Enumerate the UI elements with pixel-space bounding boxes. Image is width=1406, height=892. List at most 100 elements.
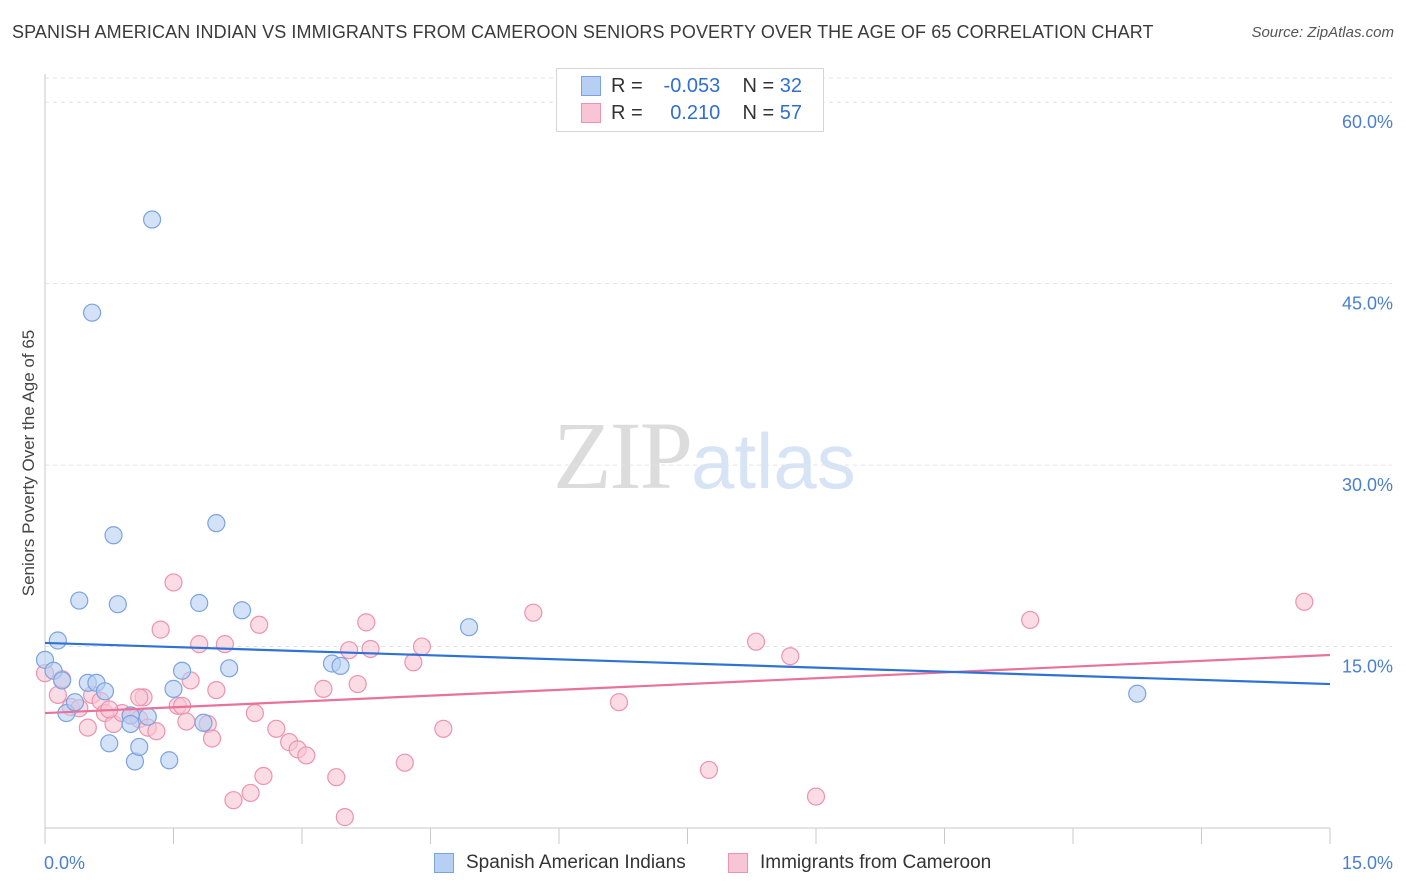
point-immigrants-from-cameroon [524, 603, 543, 622]
point-spanish-american-indians [108, 595, 127, 614]
x-tick-label: 15.0% [1342, 853, 1393, 873]
x-tick-label: 0.0% [44, 853, 85, 873]
point-spanish-american-indians [130, 737, 149, 757]
point-spanish-american-indians [194, 713, 213, 732]
point-immigrants-from-cameroon [202, 729, 222, 748]
point-immigrants-from-cameroon [404, 653, 423, 672]
chart-title: SPANISH AMERICAN INDIAN VS IMMIGRANTS FR… [12, 22, 1154, 42]
legend-n-label: N = [742, 101, 775, 124]
point-immigrants-from-cameroon [806, 787, 826, 806]
point-spanish-american-indians [190, 593, 209, 613]
series-swatch-pink [728, 853, 748, 873]
axes [44, 74, 1331, 844]
point-immigrants-from-cameroon [245, 703, 264, 723]
legend-r-value: -0.053 [663, 74, 721, 97]
legend-n-label: N = [742, 74, 775, 97]
point-immigrants-from-cameroon [267, 719, 286, 738]
legend-n-value: 57 [779, 101, 802, 124]
point-spanish-american-indians [459, 618, 479, 637]
point-spanish-american-indians [100, 734, 119, 753]
point-immigrants-from-cameroon [241, 783, 260, 803]
point-immigrants-from-cameroon [297, 746, 316, 765]
point-immigrants-from-cameroon [207, 680, 226, 700]
trend-line-immigrants-from-cameroon [44, 653, 1331, 715]
point-spanish-american-indians [142, 210, 162, 229]
point-spanish-american-indians [104, 526, 123, 545]
point-spanish-american-indians [164, 679, 183, 698]
point-spanish-american-indians [207, 514, 226, 533]
point-immigrants-from-cameroon [746, 632, 766, 651]
point-spanish-american-indians [160, 751, 179, 770]
watermark: ZIPatlas [553, 400, 856, 511]
correlation-legend: R = -0.053 N = 32 R = 0.210 N = 57 [556, 68, 824, 132]
source-label: Source: ZipAtlas.com [1251, 24, 1394, 41]
point-spanish-american-indians [138, 707, 157, 726]
point-spanish-american-indians [1128, 684, 1147, 703]
legend-swatch-blue [581, 76, 601, 96]
point-spanish-american-indians [95, 682, 115, 701]
point-immigrants-from-cameroon [609, 693, 629, 712]
point-immigrants-from-cameroon [250, 615, 269, 634]
tick-labels: 15.0% 30.0% 45.0% 60.0% 0.0% 15.0% [44, 112, 1393, 873]
point-immigrants-from-cameroon [361, 639, 380, 659]
series-immigrants-from-cameroon [35, 573, 1314, 827]
watermark-zip: ZIP [553, 402, 693, 509]
y-tick-label: 60.0% [1342, 112, 1393, 132]
point-immigrants-from-cameroon [340, 641, 359, 660]
watermark-atlas: atlas [691, 417, 856, 505]
point-immigrants-from-cameroon [224, 791, 243, 810]
y-tick-label: 45.0% [1342, 294, 1393, 314]
legend-n-value: 32 [779, 74, 802, 97]
point-immigrants-from-cameroon [1021, 610, 1040, 630]
series-legend-label: Spanish American Indians [466, 852, 686, 873]
point-spanish-american-indians [331, 656, 350, 676]
point-immigrants-from-cameroon [177, 712, 196, 731]
point-immigrants-from-cameroon [357, 613, 376, 632]
point-spanish-american-indians [83, 303, 102, 322]
point-spanish-american-indians [172, 661, 192, 680]
point-immigrants-from-cameroon [327, 768, 346, 787]
point-immigrants-from-cameroon [1295, 592, 1314, 611]
legend-row-immigrants-from-cameroon: R = 0.210 N = 57 [581, 101, 802, 125]
series-legend: Spanish American Indians Immigrants from… [0, 852, 1406, 878]
point-immigrants-from-cameroon [314, 679, 333, 698]
point-immigrants-from-cameroon [130, 688, 149, 707]
y-tick-label: 30.0% [1342, 475, 1393, 495]
point-spanish-american-indians [48, 631, 67, 650]
point-immigrants-from-cameroon [395, 753, 414, 772]
series-legend-label: Immigrants from Cameroon [760, 852, 992, 873]
point-immigrants-from-cameroon [190, 635, 209, 654]
trend-line-spanish-american-indians [44, 641, 1331, 686]
point-spanish-american-indians [65, 693, 85, 712]
series-spanish-american-indians [35, 210, 1147, 771]
point-spanish-american-indians [53, 671, 72, 690]
point-immigrants-from-cameroon [254, 766, 273, 786]
point-immigrants-from-cameroon [434, 719, 453, 738]
point-spanish-american-indians [70, 591, 89, 610]
series-legend-spanish-american-indians[interactable]: Spanish American Indians [434, 852, 686, 874]
point-immigrants-from-cameroon [412, 637, 432, 656]
point-spanish-american-indians [121, 714, 140, 734]
y-axis-label: Seniors Poverty Over the Age of 65 [19, 330, 38, 596]
point-immigrants-from-cameroon [215, 635, 234, 654]
legend-r-label: R = [611, 101, 643, 124]
y-tick-label: 15.0% [1342, 657, 1393, 677]
point-immigrants-from-cameroon [335, 808, 354, 827]
legend-swatch-pink [581, 103, 601, 123]
legend-r-value: 0.210 [670, 101, 721, 124]
point-immigrants-from-cameroon [151, 620, 170, 639]
legend-row-spanish-american-indians: R = -0.053 N = 32 [581, 74, 802, 98]
legend-r-label: R = [611, 74, 643, 97]
point-spanish-american-indians [232, 601, 252, 620]
point-immigrants-from-cameroon [348, 674, 367, 694]
trend-lines [44, 641, 1331, 715]
series-swatch-blue [434, 853, 454, 873]
point-immigrants-from-cameroon [781, 647, 800, 666]
point-immigrants-from-cameroon [78, 718, 97, 737]
point-immigrants-from-cameroon [699, 760, 719, 780]
point-spanish-american-indians [220, 659, 239, 678]
gridlines [45, 77, 1392, 648]
series-legend-immigrants-from-cameroon[interactable]: Immigrants from Cameroon [728, 852, 991, 874]
point-immigrants-from-cameroon [147, 722, 166, 741]
